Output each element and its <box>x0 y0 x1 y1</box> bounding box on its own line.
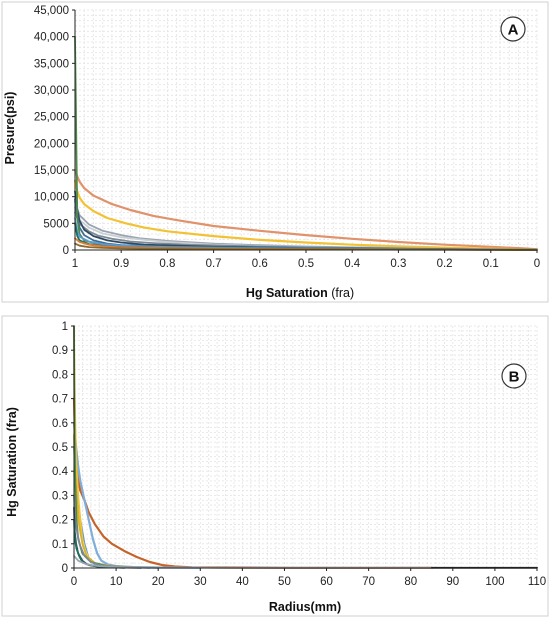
x-tick-label: 40 <box>236 576 249 588</box>
x-tick-label: 80 <box>404 576 417 588</box>
y-tick-label: 45,000 <box>34 5 69 17</box>
panel-a: 1 0.9 0.8 0.7 0.6 0.5 0.4 0.3 0.2 0.1 0 0 5000 10,000… <box>1 1 549 303</box>
x-tick-label: 0.3 <box>390 258 406 270</box>
x-tick-label: 20 <box>152 576 165 588</box>
panel-a-badge: A <box>500 16 526 42</box>
x-tick-label: 0 <box>534 258 540 270</box>
y-tick-label: 25,000 <box>34 112 69 124</box>
panel-a-badge-label: A <box>508 22 519 39</box>
y-tick-label: 0.5 <box>52 442 68 454</box>
panel-a-xlabel: Hg Saturation (fra) <box>246 286 354 300</box>
x-tick-label: 0.1 <box>483 258 499 270</box>
y-tick-label: 0 <box>63 245 69 257</box>
y-tick-label: 0 <box>62 563 68 575</box>
x-tick-label: 0.6 <box>252 258 268 270</box>
y-tick-label: 0.2 <box>52 515 68 527</box>
x-tick-label: 0.4 <box>344 258 361 270</box>
y-tick-label: 15,000 <box>34 165 69 177</box>
x-tick-label: 0.9 <box>113 258 129 270</box>
x-tick-label: 70 <box>362 576 375 588</box>
panel-b-frame <box>1 315 549 617</box>
panel-a-ylabel: Presure(psi) <box>3 92 17 165</box>
x-tick-label: 30 <box>194 576 207 588</box>
x-tick-label: 0.7 <box>206 258 222 270</box>
panel-b-xlabel: Radius(mm) <box>269 600 341 614</box>
x-tick-label: 0 <box>71 576 77 588</box>
y-tick-label: 0.3 <box>52 490 68 502</box>
y-tick-label: 30,000 <box>34 85 69 97</box>
x-tick-label: 110 <box>528 576 546 588</box>
y-tick-label: 10,000 <box>34 192 69 204</box>
panel-b-ylabel: Hg Saturation (fra) <box>5 407 19 517</box>
panel-a-badge-circle <box>500 16 526 42</box>
y-tick-label: 20,000 <box>34 138 69 150</box>
y-tick-label: 0.1 <box>52 539 68 551</box>
x-tick-label: 10 <box>110 576 123 588</box>
y-tick-label: 0.7 <box>52 394 68 406</box>
y-tick-label: 1 <box>62 321 68 333</box>
panel-b-axes <box>71 325 538 571</box>
panel-a-axes <box>72 9 538 253</box>
x-tick-label: 60 <box>320 576 333 588</box>
y-tick-label: 5000 <box>43 218 69 230</box>
y-tick-label: 0.6 <box>52 418 68 430</box>
panel-a-series-line-1 <box>73 168 539 251</box>
panel-b-ticks: 0 10 20 30 40 50 60 70 80 90 100 110 0 0.1 0.2 0.3 0.4 0.… <box>52 321 546 588</box>
y-tick-label: 0.8 <box>52 369 68 381</box>
y-tick-label: 40,000 <box>34 32 69 44</box>
panel-b-badge: B <box>501 363 527 389</box>
panel-a-grid <box>74 9 538 251</box>
y-tick-label: 0.4 <box>52 466 69 478</box>
panel-a-series-line-2 <box>73 179 539 251</box>
panel-b: 0 10 20 30 40 50 60 70 80 90 100 110 0 0.1 0.2 0.3 0.4 0.… <box>1 315 549 617</box>
x-tick-label: 0.5 <box>298 258 314 270</box>
x-tick-label: 0.2 <box>437 258 453 270</box>
panel-a-series <box>73 35 539 251</box>
panel-a-series-line-6 <box>74 190 538 251</box>
panel-b-badge-circle <box>501 363 527 389</box>
x-tick-label: 100 <box>485 576 504 588</box>
panel-a-ticks: 1 0.9 0.8 0.7 0.6 0.5 0.4 0.3 0.2 0.1 0 0 5000 10,000… <box>34 5 540 270</box>
y-tick-label: 35,000 <box>34 58 69 70</box>
x-tick-label: 1 <box>72 258 78 270</box>
panel-b-grid <box>73 325 538 569</box>
panel-a-series-line-12 <box>74 242 538 251</box>
x-tick-label: 90 <box>446 576 459 588</box>
x-tick-label: 50 <box>278 576 291 588</box>
panel-b-series-line-2 <box>72 421 202 569</box>
panel-b-series-line-1 <box>72 397 433 569</box>
panel-b-badge-label: B <box>509 369 520 386</box>
y-tick-label: 0.9 <box>52 345 68 357</box>
x-tick-label: 0.8 <box>159 258 175 270</box>
panel-a-frame <box>1 1 549 303</box>
